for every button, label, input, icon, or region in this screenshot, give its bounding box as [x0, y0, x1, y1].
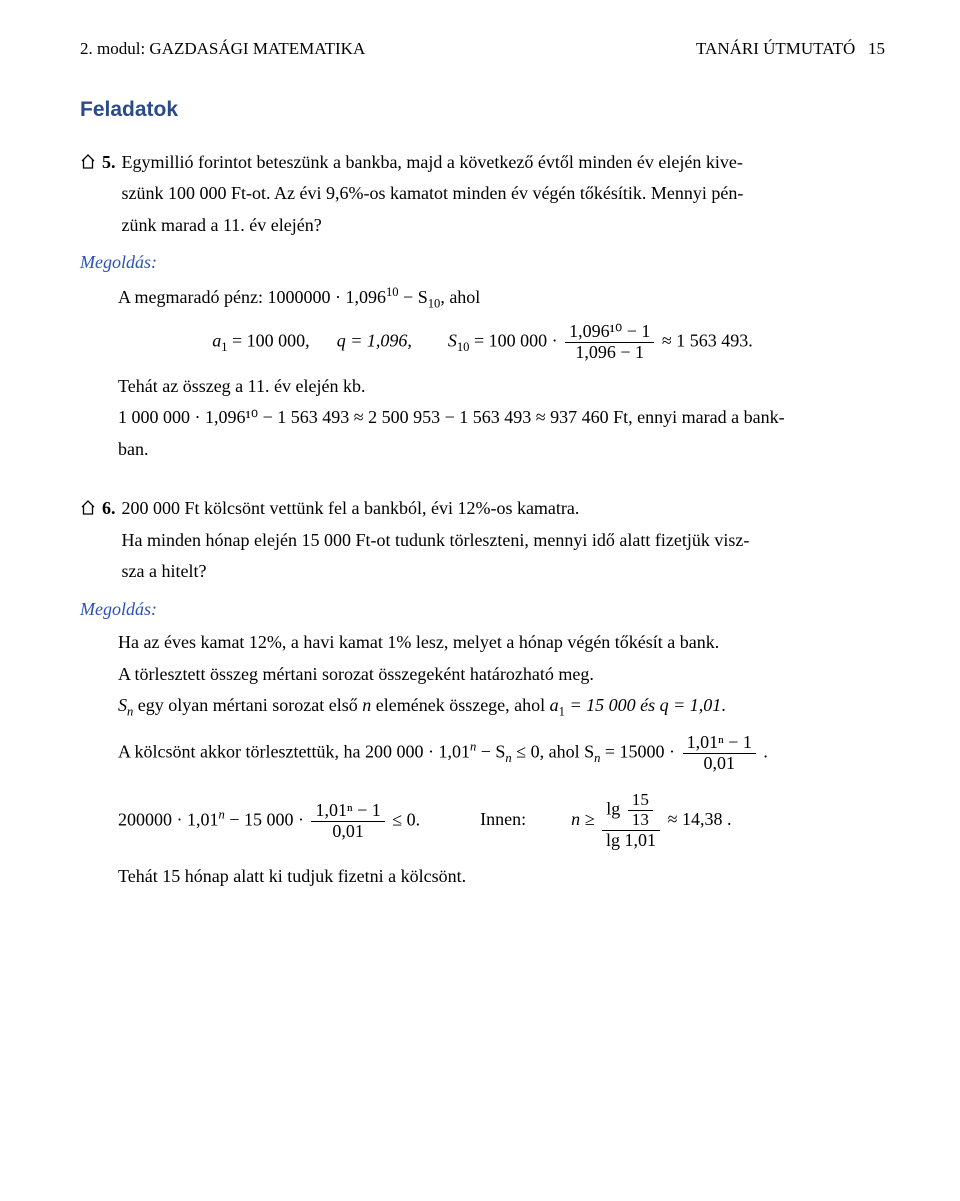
solution-label-5: Megoldás: — [80, 247, 885, 279]
solution-label-6: Megoldás: — [80, 594, 885, 626]
problem-6-text: 200 000 Ft kölcsönt vettünk fel a bankbó… — [122, 493, 886, 588]
header-left: 2. modul: GAZDASÁGI MATEMATIKA — [80, 34, 365, 64]
solution-5-text: Tehát az összeg a 11. év elején kb. 1 00… — [118, 371, 885, 466]
problem-5-text: Egymillió forintot beteszünk a bankba, m… — [122, 147, 886, 242]
problem-5-number: 5. — [80, 147, 116, 242]
solution-6-line3: Sn egy olyan mértani sorozat első n elem… — [118, 690, 885, 723]
page-header: 2. modul: GAZDASÁGI MATEMATIKA TANÁRI ÚT… — [80, 34, 885, 64]
solution-6-conclusion: Tehát 15 hónap alatt ki tudjuk fizetni a… — [118, 861, 885, 893]
house-icon — [80, 154, 96, 169]
house-icon — [80, 500, 96, 515]
solution-6-final-eq: 200000 · 1,01n − 15 000 · 1,01ⁿ − 1 0,01… — [118, 791, 885, 850]
problem-6-number: 6. — [80, 493, 116, 588]
solution-5-line1: A megmaradó pénz: 1000000 · 1,09610 − S1… — [118, 281, 885, 315]
solution-6: Ha az éves kamat 12%, a havi kamat 1% le… — [118, 627, 885, 773]
problem-6: 6. 200 000 Ft kölcsönt vettünk fel a ban… — [80, 493, 885, 588]
problem-5: 5. Egymillió forintot beteszünk a bankba… — [80, 147, 885, 242]
solution-6-line4: A kölcsönt akkor törlesztettük, ha 200 0… — [118, 733, 885, 774]
solution-5: A megmaradó pénz: 1000000 · 1,09610 − S1… — [118, 281, 885, 315]
header-right: TANÁRI ÚTMUTATÓ 15 — [696, 34, 885, 64]
solution-5-equation: a1 = 100 000, q = 1,096, S10 = 100 000 ·… — [80, 322, 885, 363]
section-title: Feladatok — [80, 92, 885, 129]
